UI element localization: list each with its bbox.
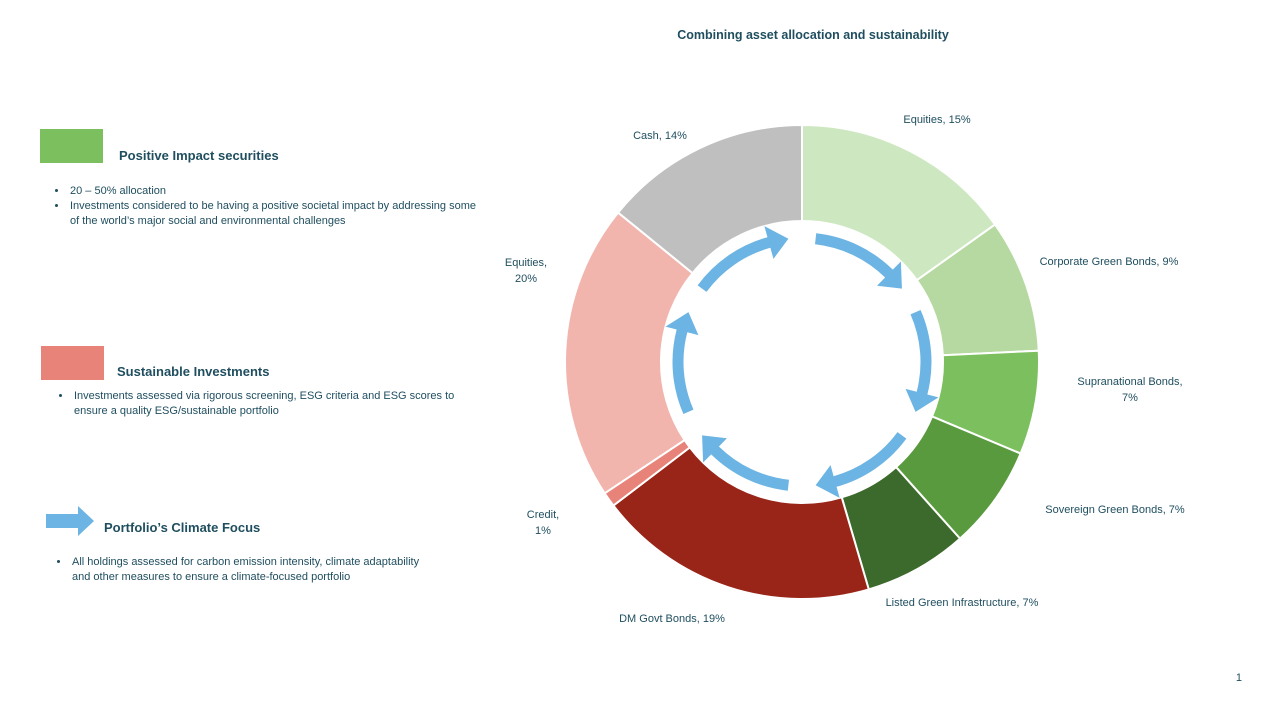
chart-title: Combining asset allocation and sustainab… <box>677 28 949 42</box>
positive-impact-bullets: 20 – 50% allocation Investments consider… <box>52 184 508 229</box>
cycle-arrow <box>665 312 699 415</box>
donut-slices <box>564 123 1040 600</box>
donut-slice <box>616 123 803 275</box>
sustainable-investments-swatch <box>41 346 104 380</box>
slice-labels: Equities, 15% Corporate Green Bonds, 9% Su… <box>505 114 1185 625</box>
positive-impact-title: Positive Impact securities <box>119 148 279 163</box>
cycle-arrow <box>702 435 789 491</box>
bullet-item: All holdings assessed for carbon emissio… <box>70 555 430 585</box>
positive-impact-swatch <box>40 129 103 163</box>
cycle-arrow <box>697 226 789 292</box>
bullet-item: Investments considered to be having a po… <box>68 199 508 229</box>
slice-label: Sovereign Green Bonds, 7% <box>1045 504 1185 516</box>
sustainable-investments-title: Sustainable Investments <box>117 364 270 379</box>
slice-label: DM Govt Bonds, 19% <box>619 613 725 625</box>
slice-label: Cash, 14% <box>633 130 687 142</box>
cycle-arrows-icon <box>665 226 939 498</box>
bullet-item: 20 – 50% allocation <box>68 184 508 199</box>
arrow-right-icon <box>46 506 94 536</box>
sustainable-investments-bullets: Investments assessed via rigorous screen… <box>56 389 462 419</box>
climate-focus-bullets: All holdings assessed for carbon emissio… <box>54 555 430 585</box>
slice-label: Equities, 20% <box>505 257 547 285</box>
slice-label: Credit, 1% <box>527 509 559 537</box>
donut-slice <box>564 211 694 495</box>
climate-focus-title: Portfolio’s Climate Focus <box>104 520 261 535</box>
donut-slice <box>612 445 871 600</box>
slice-label: Listed Green Infrastructure, 7% <box>886 597 1039 609</box>
page-number: 1 <box>1235 672 1242 684</box>
slice-label: Supranational Bonds, 7% <box>1077 376 1182 404</box>
slice-label: Equities, 15% <box>903 114 970 126</box>
bullet-item: Investments assessed via rigorous screen… <box>72 389 462 419</box>
cycle-arrow <box>815 233 902 289</box>
slice-label: Corporate Green Bonds, 9% <box>1040 256 1179 268</box>
cycle-arrow <box>815 432 907 498</box>
cycle-arrow <box>905 309 939 412</box>
